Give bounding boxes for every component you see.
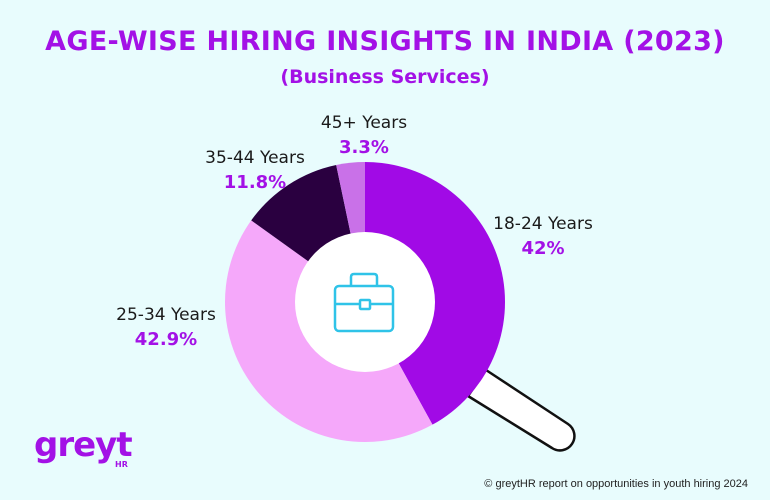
chart-subtitle: (Business Services): [280, 66, 490, 88]
slice-value-label: 42%: [521, 238, 564, 259]
greyt-logo-hr: HR: [115, 460, 128, 469]
source-footnote: © greytHR report on opportunities in you…: [484, 478, 748, 490]
slice-label: 25-34 Years: [116, 305, 216, 325]
slice-value-label: 3.3%: [339, 137, 389, 158]
slice-label: 45+ Years: [321, 113, 407, 133]
magnifier-handle: [466, 368, 576, 452]
slice-value-label: 42.9%: [135, 329, 197, 350]
donut-hole: [295, 232, 435, 372]
slice-label: 18-24 Years: [493, 214, 593, 234]
greyt-logo: greyt: [34, 425, 133, 465]
slice-label: 35-44 Years: [205, 148, 305, 168]
briefcase-icon: [333, 272, 395, 333]
slice-value-label: 11.8%: [224, 172, 286, 193]
chart-title: AGE-WISE HIRING INSIGHTS IN INDIA (2023): [45, 26, 725, 57]
